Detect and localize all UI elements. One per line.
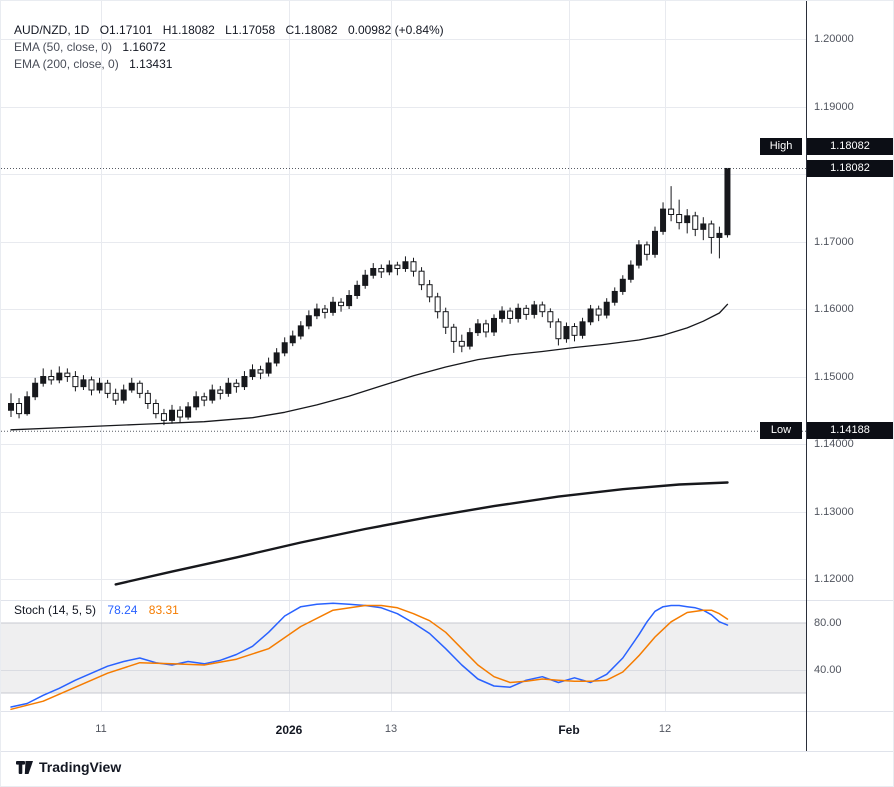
ema50-value: 1.16072 [122,40,166,54]
low-price-badge: 1.14188 [807,422,893,439]
brand-name: TradingView [39,759,122,775]
ema50-legend-row[interactable]: EMA (50, close, 0) 1.16072 [14,39,444,56]
ohlc-close: C1.18082 [285,23,338,37]
stoch-axis-label: 40.00 [814,663,842,676]
stoch-label: Stoch (14, 5, 5) [14,603,97,617]
price-axis-label: 1.13000 [814,505,854,518]
ema200-label: EMA (200, close, 0) [14,57,119,71]
legend: AUD/NZD, 1D O1.17101 H1.18082 L1.17058 C… [14,22,444,73]
ohlc-low: L1.17058 [225,23,276,37]
ema200-legend-row[interactable]: EMA (200, close, 0) 1.13431 [14,56,444,73]
price-axis-label: 1.17000 [814,235,854,248]
price-axis-label: 1.14000 [814,438,854,450]
price-axis-label: 1.16000 [814,303,854,315]
time-axis-label: 11 [95,723,107,735]
stoch-d-value: 83.31 [148,603,179,617]
ohlc-open: O1.17101 [99,23,153,37]
time-axis-label: 13 [384,723,398,735]
tradingview-attribution[interactable]: TradingView [16,759,121,775]
time-axis-label: 12 [658,723,672,735]
ema50-label: EMA (50, close, 0) [14,40,113,54]
symbol-title[interactable]: AUD/NZD, 1D [14,23,90,37]
ema200-value: 1.13431 [129,57,173,71]
low-marker-badge: Low [760,422,802,439]
change-value: 0.00982 (+0.84%) [347,23,444,37]
symbol-legend-row[interactable]: AUD/NZD, 1D O1.17101 H1.18082 L1.17058 C… [14,22,444,39]
price-axis-label: 1.12000 [814,573,854,585]
time-axis[interactable]: 11 2026 13 Feb 12 [1,711,806,751]
time-axis-label: Feb [558,723,580,737]
stoch-k-value: 78.24 [107,603,138,617]
last-price-badge: 1.18082 [807,160,893,177]
high-price-badge: 1.18082 [807,138,893,155]
stoch-axis-label: 80.00 [814,617,842,629]
tradingview-logo-icon [16,760,33,774]
price-axis-label: 1.20000 [814,33,854,45]
stoch-legend-row[interactable]: Stoch (14, 5, 5) 78.24 83.31 [14,602,179,619]
time-axis-label: 2026 [275,723,303,737]
price-axis-label: 1.19000 [814,100,854,113]
ohlc-high: H1.18082 [162,23,215,37]
price-axis-label: 1.15000 [814,370,854,383]
price-axis[interactable]: 1.20000 1.19000 1.17000 1.16000 1.15000 1.140… [807,1,893,751]
high-marker-badge: High [760,138,802,155]
